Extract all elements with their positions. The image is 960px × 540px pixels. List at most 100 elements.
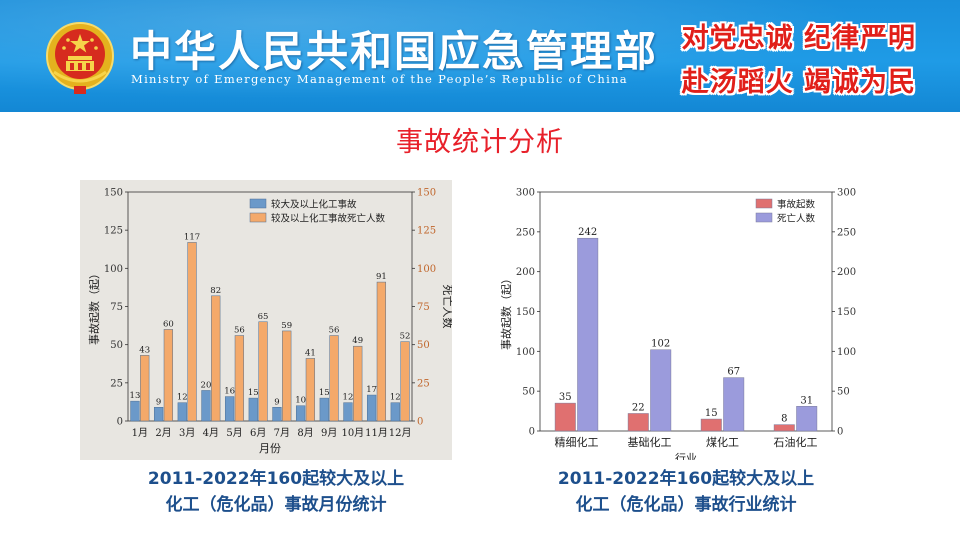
y-right-axis-label: 死亡人数 <box>861 290 862 334</box>
legend-label: 较大及以上化工事故 <box>271 199 357 211</box>
bar-month-count <box>272 407 282 422</box>
data-label-deaths: 65 <box>258 312 269 322</box>
x-tick-label: 3月 <box>179 427 195 439</box>
data-label-deaths: 102 <box>651 339 670 350</box>
bar-industry-count <box>773 424 795 432</box>
bar-month-count <box>201 390 211 422</box>
ministry-title-cn: 中华人民共和国应急管理部 <box>130 27 659 76</box>
bar-month-count <box>366 394 377 422</box>
x-tick-label: 10月 <box>341 427 364 439</box>
bar-industry-count <box>554 402 576 432</box>
bar-month-deaths <box>187 242 197 422</box>
data-label-deaths: 56 <box>234 326 245 336</box>
y-tick-label: 150 <box>104 188 123 199</box>
y-right-tick-label: 150 <box>417 188 436 199</box>
y-right-tick-label: 125 <box>417 226 436 237</box>
x-tick-label: 4月 <box>203 427 219 439</box>
data-label-count: 20 <box>201 380 212 390</box>
y-right-axis-label: 死亡人数 <box>441 285 452 329</box>
y-tick-label: 50 <box>110 340 123 351</box>
x-tick-label: 煤化工 <box>706 435 739 449</box>
x-axis-label: 月份 <box>259 442 281 455</box>
x-tick-label: 2月 <box>155 427 171 439</box>
data-label-deaths: 56 <box>329 326 340 336</box>
data-label-deaths: 82 <box>210 286 221 296</box>
y-tick-label: 75 <box>110 302 123 313</box>
bar-month-deaths <box>400 341 410 422</box>
x-tick-label: 9月 <box>321 427 337 439</box>
y-right-tick-label: 100 <box>417 264 436 275</box>
y-tick-label: 300 <box>516 188 535 199</box>
bar-month-count <box>319 397 329 422</box>
bar-industry-count <box>700 418 722 432</box>
monthly-caption-line-2: 化工（危化品）事故月份统计 <box>165 495 387 515</box>
data-label-count: 10 <box>295 396 306 406</box>
data-label-deaths: 52 <box>400 332 411 342</box>
legend-label: 死亡人数 <box>777 213 816 225</box>
industry-accident-chart: 0 50 100 150 200 250 300 0 50 100 150 200 250 300 35 24… <box>490 180 862 460</box>
y-right-tick-label: 200 <box>837 267 856 278</box>
header-banner: 中华人民共和国应急管理部 Ministry of Emergency Manag… <box>0 0 960 112</box>
legend-swatch <box>249 198 267 209</box>
data-label-count: 12 <box>343 393 354 403</box>
data-label-deaths: 60 <box>163 319 174 329</box>
data-label-deaths: 242 <box>578 227 597 238</box>
bar-month-count <box>248 397 258 422</box>
bar-month-count <box>390 402 400 422</box>
legend-label: 较及以上化工事故死亡人数 <box>271 213 386 225</box>
y-tick-label: 125 <box>104 226 123 237</box>
legend-swatch <box>755 198 773 209</box>
y-tick-label: 100 <box>104 264 123 275</box>
data-label-count: 15 <box>319 388 330 398</box>
bar-month-count <box>153 407 164 422</box>
x-tick-label: 6月 <box>250 427 266 439</box>
x-tick-label: 1月 <box>132 427 148 439</box>
y-tick-label: 250 <box>516 227 535 238</box>
data-label-deaths: 117 <box>184 232 200 242</box>
x-tick-label: 8月 <box>297 427 313 439</box>
industry-chart-caption: 2011-2022年160起较大及以上 化工（危化品）事故行业统计 <box>496 466 876 518</box>
y-right-tick-label: 50 <box>837 387 850 398</box>
data-label-deaths: 67 <box>727 367 740 378</box>
y-right-tick-label: 300 <box>837 188 856 199</box>
bar-month-deaths <box>163 329 174 422</box>
x-tick-label: 基础化工 <box>628 435 672 449</box>
y-tick-label: 50 <box>522 387 535 398</box>
y-right-tick-label: 150 <box>837 307 856 318</box>
data-label-count: 15 <box>248 388 259 398</box>
y-tick-label: 25 <box>110 378 123 389</box>
y-right-tick-label: 75 <box>417 302 430 313</box>
data-label-count: 8 <box>781 414 787 425</box>
y-tick-label: 200 <box>516 267 535 278</box>
y-axis-label: 事故起数（起） <box>499 273 513 350</box>
industry-caption-line-1: 2011-2022年160起较大及以上 <box>557 469 815 489</box>
data-label-count: 15 <box>705 408 718 419</box>
x-axis-label: 行业 <box>675 452 697 460</box>
data-label-count: 12 <box>177 393 188 403</box>
data-label-deaths: 41 <box>305 348 316 358</box>
page-title: 事故统计分析 <box>396 127 564 158</box>
y-tick-label: 0 <box>117 417 123 428</box>
bar-month-deaths <box>258 321 268 422</box>
y-right-tick-label: 250 <box>837 227 856 238</box>
bar-month-count <box>177 402 187 422</box>
y-right-tick-label: 100 <box>837 347 856 358</box>
legend-swatch <box>249 212 267 223</box>
bar-month-deaths <box>282 330 292 422</box>
bar-month-count <box>343 402 353 422</box>
monthly-caption-line-1: 2011-2022年160起较大及以上 <box>147 469 405 489</box>
x-tick-label: 精细化工 <box>555 435 599 449</box>
x-tick-label: 石油化工 <box>774 435 818 449</box>
bar-month-deaths <box>211 295 221 422</box>
ministry-title-en: Ministry of Emergency Management of the … <box>131 72 628 86</box>
bar-industry-deaths <box>723 377 745 432</box>
banner-glow <box>0 0 960 112</box>
bar-month-deaths <box>305 358 316 422</box>
bar-month-deaths <box>140 355 150 422</box>
y-axis-label: 事故起数（起） <box>87 268 101 345</box>
y-right-tick-label: 25 <box>417 378 430 389</box>
y-right-tick-label: 0 <box>837 427 843 438</box>
data-label-count: 35 <box>559 392 572 403</box>
bar-industry-deaths <box>796 406 818 432</box>
bar-month-deaths <box>234 335 245 422</box>
